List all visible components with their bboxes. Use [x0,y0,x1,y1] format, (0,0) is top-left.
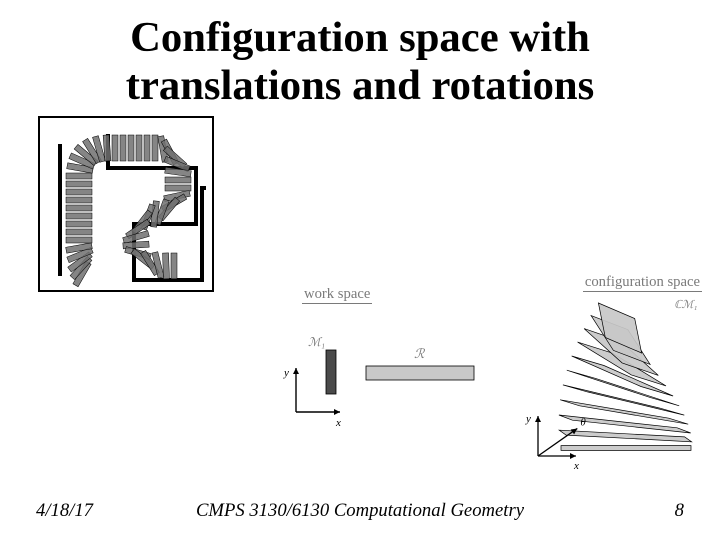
x3-label: x [573,460,579,472]
cspace-slice [559,430,691,442]
robot-pose [66,181,92,187]
robot-pose [66,237,92,243]
robot-pose [165,177,191,183]
robot-pose [120,135,126,161]
robot-pose [128,135,134,161]
robot-pose [66,197,92,203]
robot-pose [152,135,158,161]
x-arrow [334,409,340,415]
robot-pose [66,173,92,179]
title-line-2: translations and rotations [0,62,720,110]
robot-pose [163,253,170,279]
robot-path-diagram [38,116,214,292]
cspace-label: configuration space [583,274,702,292]
y-arrow [293,368,299,374]
workspace-label: work space [302,286,372,304]
robot-pose [66,213,92,219]
cspace-slice [561,446,691,451]
p1-label: ℳ₁ [308,335,325,349]
workspace-svg: x y ℳ₁ ℛ [262,300,482,440]
cspace-svg: ℂℳ₁ x y θ [508,288,708,488]
obstacle-p1 [326,350,336,394]
robot-pose [144,135,150,161]
cspace-slice [559,415,691,433]
workspace-diagram: work spacexyℳ₁ℛ [262,300,482,440]
footer-page: 8 [675,500,684,522]
y3-label: y [525,413,531,425]
robot-path-svg [38,116,214,292]
slide-title: Configuration space withtranslations and… [0,14,720,110]
cp1-label: ℂℳ₁ [674,299,697,311]
robot-pose [165,185,191,191]
robot-pose [66,229,92,235]
inner [60,134,206,287]
axes-3d: x y θ [525,413,586,472]
robot-pose [66,189,92,195]
cspace-diagram: configuration spaceℂℳ₁xyθ [508,288,708,488]
R-label: ℛ [414,346,426,361]
footer-course: CMPS 3130/6130 Computational Geometry [0,500,720,522]
robot-pose [112,135,118,161]
x-axis-label: x [335,417,341,429]
theta-label: θ [580,416,586,428]
robot-pose [136,135,142,161]
robot-pose [171,253,177,279]
title-line-1: Configuration space with [0,14,720,62]
robot-R [366,366,474,380]
robot-pose [66,205,92,211]
y-axis-label: y [283,367,289,379]
robot-pose [66,221,92,227]
